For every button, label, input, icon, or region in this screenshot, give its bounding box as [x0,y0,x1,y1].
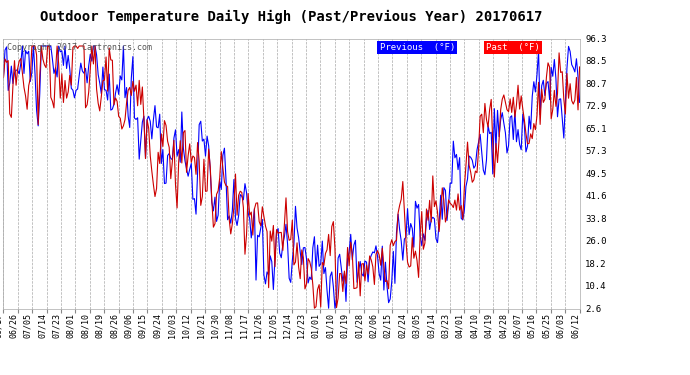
Text: 72.9: 72.9 [585,102,607,111]
Text: 49.5: 49.5 [585,170,607,179]
Text: 08/19: 08/19 [95,313,104,338]
Text: 11/17: 11/17 [239,313,248,338]
Text: 03/05: 03/05 [412,313,421,338]
Text: 05/16: 05/16 [527,313,536,338]
Text: 08/01: 08/01 [66,313,75,338]
Text: 80.7: 80.7 [585,80,607,89]
Text: 09/24: 09/24 [153,313,162,338]
Text: 09/06: 09/06 [124,313,133,338]
Text: 11/26: 11/26 [254,313,263,338]
Text: 04/01: 04/01 [455,313,464,338]
Text: 01/28: 01/28 [355,313,364,338]
Text: 26.0: 26.0 [585,237,607,246]
Text: 06/17: 06/17 [0,313,3,338]
Text: 04/19: 04/19 [484,313,493,338]
Text: 03/14: 03/14 [426,313,435,338]
Text: 07/14: 07/14 [38,313,47,338]
Text: 10.4: 10.4 [585,282,607,291]
Text: 01/01: 01/01 [311,313,320,338]
Text: 18.2: 18.2 [585,260,607,269]
Text: 05/25: 05/25 [542,313,551,338]
Text: Copyright 2017 Cartronics.com: Copyright 2017 Cartronics.com [7,43,152,52]
Text: 10/21: 10/21 [196,313,205,338]
Text: 07/23: 07/23 [52,313,61,338]
Text: 01/10: 01/10 [326,313,335,338]
Text: 08/10: 08/10 [81,313,90,338]
Text: 08/26: 08/26 [110,313,119,338]
Text: 02/15: 02/15 [384,313,393,338]
Text: 02/24: 02/24 [397,313,406,338]
Text: Previous  (°F): Previous (°F) [380,43,455,52]
Text: 41.6: 41.6 [585,192,607,201]
Text: 10/30: 10/30 [210,313,219,338]
Text: 03/23: 03/23 [441,313,450,338]
Text: 2.6: 2.6 [585,305,601,314]
Text: 11/08: 11/08 [225,313,234,338]
Text: 10/12: 10/12 [181,313,190,338]
Text: 10/03: 10/03 [167,313,177,338]
Text: Outdoor Temperature Daily High (Past/Previous Year) 20170617: Outdoor Temperature Daily High (Past/Pre… [40,9,543,24]
Text: 02/06: 02/06 [369,313,378,338]
Text: 12/23: 12/23 [297,313,306,338]
Text: 88.5: 88.5 [585,57,607,66]
Text: 12/05: 12/05 [268,313,277,338]
Text: 33.8: 33.8 [585,215,607,224]
Text: 01/19: 01/19 [340,313,349,338]
Text: 04/10: 04/10 [470,313,479,338]
Text: 05/07: 05/07 [513,313,522,338]
Text: 06/12: 06/12 [571,313,580,338]
Text: 65.1: 65.1 [585,125,607,134]
Text: 07/05: 07/05 [23,313,32,338]
Text: Past  (°F): Past (°F) [486,43,540,52]
Text: 06/26: 06/26 [9,313,18,338]
Text: 57.3: 57.3 [585,147,607,156]
Text: 09/15: 09/15 [139,313,148,338]
Text: 06/03: 06/03 [556,313,565,338]
Text: 04/28: 04/28 [499,313,508,338]
Text: 96.3: 96.3 [585,35,607,44]
Text: 12/14: 12/14 [282,313,291,338]
